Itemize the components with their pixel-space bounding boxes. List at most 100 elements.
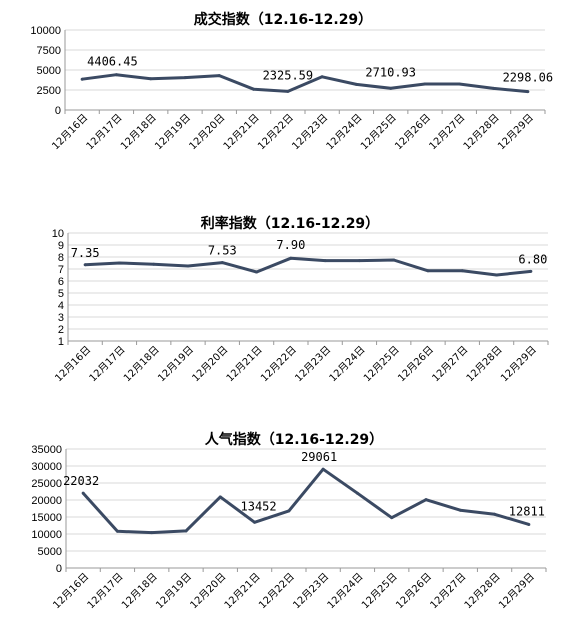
y-tick-label: 7500	[37, 45, 61, 57]
x-tick-label: 12月19日	[153, 571, 194, 612]
y-tick-label: 20000	[31, 495, 62, 507]
data-point	[289, 256, 293, 260]
x-tick-label: 12月18日	[121, 344, 162, 385]
data-point	[321, 467, 325, 471]
x-tick-label: 12月22日	[255, 112, 296, 153]
data-point	[457, 82, 461, 86]
data-point	[253, 520, 257, 524]
x-tick-label: 12月17日	[85, 571, 126, 612]
plot-area: 0 2500 5000 7500 10000 12月16日12月17日12月18日12月1…	[30, 25, 553, 152]
data-point	[287, 509, 291, 513]
data-point	[183, 76, 187, 80]
data-point	[355, 491, 359, 495]
y-tick-label: 5000	[37, 65, 61, 77]
y-tick-label: 10000	[31, 529, 62, 541]
data-point	[492, 86, 496, 90]
x-tick-label: 12月23日	[290, 112, 331, 153]
data-point	[389, 86, 393, 90]
data-point	[150, 531, 154, 535]
x-tick-label: 12月26日	[395, 344, 436, 385]
x-tick-label: 12月21日	[221, 112, 262, 153]
chart-title: 利率指数（12.16-12.29）	[201, 215, 379, 232]
y-tick-label: 10000	[30, 25, 61, 37]
data-label: 2298.06	[503, 71, 554, 85]
data-point	[255, 270, 259, 274]
y-tick-label: 0	[56, 563, 62, 575]
y-tick-label: 1	[58, 336, 64, 348]
x-tick-label: 12月27日	[427, 112, 468, 153]
y-tick-label: 0	[55, 105, 61, 117]
data-label: 2710.93	[365, 65, 416, 79]
data-point	[527, 522, 531, 526]
data-point	[252, 87, 256, 91]
data-point	[115, 529, 119, 533]
series-line	[85, 256, 532, 277]
data-point	[526, 90, 530, 94]
data-point	[357, 259, 361, 263]
data-point	[81, 491, 85, 495]
x-tick-label: 12月29日	[495, 112, 536, 153]
data-point	[423, 82, 427, 86]
y-tick-label: 2500	[37, 85, 61, 97]
data-point	[286, 89, 290, 93]
x-tick-label: 12月22日	[256, 571, 297, 612]
data-point	[218, 495, 222, 499]
x-tick-label: 12月26日	[393, 571, 434, 612]
x-tick-label: 12月28日	[462, 571, 503, 612]
x-tick-label: 12月24日	[325, 571, 366, 612]
data-point	[390, 516, 394, 520]
x-tick-label: 12月20日	[187, 112, 228, 153]
y-tick-label: 30000	[31, 461, 62, 473]
data-point	[354, 82, 358, 86]
chart-title: 人气指数（12.16-12.29）	[205, 431, 383, 448]
data-label: 12811	[509, 504, 545, 518]
data-point	[495, 273, 499, 277]
y-tick-label: 8	[58, 252, 64, 264]
data-point	[186, 264, 190, 268]
x-tick-label: 12月21日	[222, 571, 263, 612]
x-tick-label: 12月19日	[152, 112, 193, 153]
x-tick-label: 12月16日	[50, 112, 91, 153]
chart-title: 成交指数（12.16-12.29）	[194, 11, 372, 28]
y-tick-label: 10	[52, 228, 64, 240]
series-line	[81, 73, 529, 94]
x-tick-label: 12月18日	[119, 571, 160, 612]
x-tick-label: 12月29日	[498, 344, 539, 385]
data-label: 29061	[301, 450, 337, 464]
data-label: 7.35	[71, 246, 100, 260]
x-tick-label: 12月17日	[87, 344, 128, 385]
x-tick-label: 12月21日	[224, 344, 265, 385]
y-tick-label: 35000	[31, 444, 62, 456]
y-tick-label: 15000	[31, 512, 62, 524]
data-point	[80, 77, 84, 81]
x-tick-label: 12月17日	[84, 112, 125, 153]
x-tick-label: 12月25日	[361, 344, 402, 385]
data-point	[460, 269, 464, 273]
x-tick-label: 12月28日	[464, 344, 505, 385]
x-tick-label: 12月23日	[291, 571, 332, 612]
y-tick-label: 3	[58, 312, 64, 324]
data-label: 6.80	[518, 252, 547, 266]
chart-deal-index: 成交指数（12.16-12.29） 0 2500 5000 7500 10000 12月1…	[30, 11, 553, 152]
x-tick-label: 12月19日	[155, 344, 196, 385]
y-tick-label: 7	[58, 264, 64, 276]
x-tick-label: 12月27日	[428, 571, 469, 612]
x-tick-label: 12月24日	[324, 112, 365, 153]
y-tick-label: 25000	[31, 478, 62, 490]
data-point	[424, 498, 428, 502]
x-tick-label: 12月20日	[190, 344, 231, 385]
data-point	[217, 74, 221, 78]
x-tick-label: 12月22日	[258, 344, 299, 385]
data-label: 4406.45	[87, 55, 138, 69]
y-tick-label: 2	[58, 324, 64, 336]
data-point	[392, 258, 396, 262]
data-point	[152, 262, 156, 266]
data-label: 2325.59	[263, 68, 314, 82]
data-point	[493, 512, 497, 516]
x-tick-label: 12月25日	[359, 571, 400, 612]
y-tick-label: 9	[58, 240, 64, 252]
data-point	[117, 261, 121, 265]
